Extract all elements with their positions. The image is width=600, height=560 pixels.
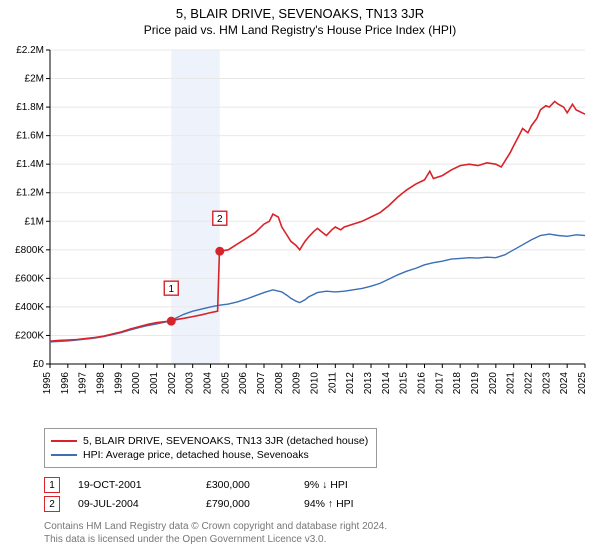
y-tick-label: £1M xyxy=(25,216,44,227)
x-tick-label: 2013 xyxy=(363,372,374,395)
x-tick-label: 2025 xyxy=(577,372,588,395)
y-tick-label: £600K xyxy=(15,273,44,284)
x-tick-label: 2001 xyxy=(149,372,160,395)
legend-row: HPI: Average price, detached house, Seve… xyxy=(51,449,368,461)
x-tick-label: 2009 xyxy=(292,372,303,395)
sale-note-pct: 94% ↑ HPI xyxy=(304,498,404,510)
x-tick-label: 2023 xyxy=(541,372,552,395)
legend-row: 5, BLAIR DRIVE, SEVENOAKS, TN13 3JR (det… xyxy=(51,435,368,447)
y-tick-label: £0 xyxy=(33,359,45,370)
y-tick-label: £200K xyxy=(15,330,44,341)
y-tick-label: £2.2M xyxy=(16,45,44,56)
x-tick-label: 1999 xyxy=(113,372,124,395)
x-tick-label: 2000 xyxy=(131,372,142,395)
x-tick-label: 2014 xyxy=(381,372,392,395)
chart-area: £0 £200K £400K £600K £800K £1M £1.2M £1.4M £1.6M… xyxy=(0,44,600,424)
legend-swatch xyxy=(51,454,77,456)
sale-note-date: 19-OCT-2001 xyxy=(78,479,188,491)
chart-title-2: Price paid vs. HM Land Registry's House … xyxy=(0,21,600,37)
x-tick-label: 1996 xyxy=(60,372,71,395)
x-tick-label: 2007 xyxy=(256,372,267,395)
x-tick-label: 2022 xyxy=(524,372,535,395)
sale-notes: 1 19-OCT-2001 £300,000 9% ↓ HPI 2 09-JUL-2004… xyxy=(44,474,404,515)
x-tick-label: 2018 xyxy=(452,372,463,395)
sale-note-number: 2 xyxy=(44,496,60,512)
sale-marker-number: 2 xyxy=(217,214,223,225)
sale-note-pct: 9% ↓ HPI xyxy=(304,479,404,491)
x-tick-label: 2024 xyxy=(559,372,570,395)
sale-note-price: £300,000 xyxy=(206,479,286,491)
chart-title-1: 5, BLAIR DRIVE, SEVENOAKS, TN13 3JR xyxy=(0,0,600,21)
sale-note-row: 2 09-JUL-2004 £790,000 94% ↑ HPI xyxy=(44,496,404,512)
license-text: Contains HM Land Registry data © Crown c… xyxy=(44,520,387,546)
y-tick-label: £1.8M xyxy=(16,102,44,113)
sale-note-date: 09-JUL-2004 xyxy=(78,498,188,510)
y-tick-label: £2M xyxy=(25,74,44,85)
y-tick-label: £1.2M xyxy=(16,188,44,199)
sale-marker-number: 1 xyxy=(168,284,174,295)
x-tick-label: 2010 xyxy=(310,372,321,395)
x-tick-label: 2017 xyxy=(434,372,445,395)
x-tick-label: 1995 xyxy=(42,372,53,395)
legend-label: HPI: Average price, detached house, Seve… xyxy=(83,449,309,461)
y-tick-label: £800K xyxy=(15,245,44,256)
sale-note-price: £790,000 xyxy=(206,498,286,510)
sale-note-row: 1 19-OCT-2001 £300,000 9% ↓ HPI xyxy=(44,477,404,493)
sale-marker-dot xyxy=(167,317,175,325)
x-tick-label: 2002 xyxy=(167,372,178,395)
x-tick-label: 2019 xyxy=(470,372,481,395)
x-tick-label: 2015 xyxy=(399,372,410,395)
x-tick-label: 1998 xyxy=(96,372,107,395)
legend-swatch xyxy=(51,440,77,442)
legend-label: 5, BLAIR DRIVE, SEVENOAKS, TN13 3JR (det… xyxy=(83,435,368,447)
x-tick-label: 1997 xyxy=(78,372,89,395)
y-tick-label: £1.6M xyxy=(16,131,44,142)
x-tick-label: 2005 xyxy=(220,372,231,395)
y-tick-label: £1.4M xyxy=(16,159,44,170)
x-tick-label: 2020 xyxy=(488,372,499,395)
x-tick-label: 2016 xyxy=(417,372,428,395)
legend-box: 5, BLAIR DRIVE, SEVENOAKS, TN13 3JR (det… xyxy=(44,428,377,468)
x-tick-label: 2021 xyxy=(506,372,517,395)
x-tick-label: 2008 xyxy=(274,372,285,395)
x-tick-label: 2006 xyxy=(238,372,249,395)
x-tick-label: 2011 xyxy=(327,372,338,394)
license-line-1: Contains HM Land Registry data © Crown c… xyxy=(44,520,387,533)
sale-marker-dot xyxy=(216,247,224,255)
chart-svg: £0 £200K £400K £600K £800K £1M £1.2M £1.4M £1.6M… xyxy=(0,44,600,424)
x-tick-label: 2004 xyxy=(203,372,214,395)
sale-note-number: 1 xyxy=(44,477,60,493)
license-line-2: This data is licensed under the Open Gov… xyxy=(44,533,387,546)
y-tick-label: £400K xyxy=(15,302,44,313)
x-tick-label: 2012 xyxy=(345,372,356,395)
x-tick-label: 2003 xyxy=(185,372,196,395)
